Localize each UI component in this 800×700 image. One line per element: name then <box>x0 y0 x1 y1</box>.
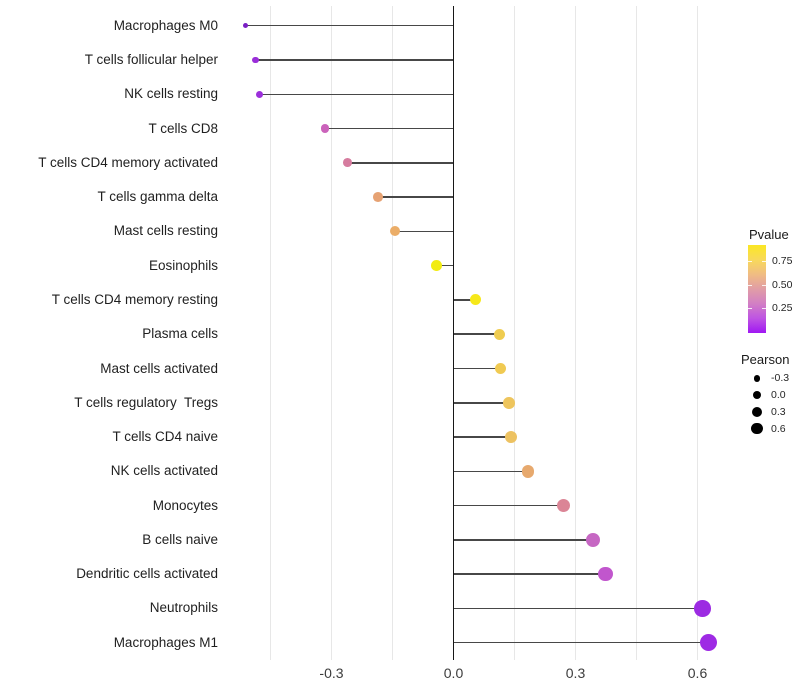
pvalue-legend-title: Pvalue <box>749 227 789 242</box>
stem-line <box>259 93 454 95</box>
lollipop-dot <box>470 294 482 306</box>
colorbar-tick-mark <box>762 308 766 309</box>
pvalue-colorbar <box>748 245 766 333</box>
lollipop-dot <box>242 23 248 29</box>
category-label: T cells CD8 <box>148 120 218 136</box>
stem-line <box>453 436 511 438</box>
lollipop-dot <box>373 192 384 202</box>
pearson-legend-label: 0.6 <box>771 422 786 435</box>
lollipop-dot <box>252 56 260 64</box>
x-tick-label: 0.3 <box>565 665 586 681</box>
category-label: T cells regulatory Tregs <box>74 394 218 410</box>
lollipop-dot <box>493 328 506 340</box>
colorbar-tick-label: 0.75 <box>772 255 793 268</box>
category-label: T cells CD4 naive <box>112 429 218 445</box>
category-label: T cells CD4 memory resting <box>51 291 218 307</box>
pearson-legend-label: 0.0 <box>771 389 786 402</box>
stem-line <box>324 127 454 130</box>
pearson-legend-dot <box>753 375 761 382</box>
stem-line <box>453 607 703 610</box>
pearson-legend-label: 0.3 <box>771 405 786 418</box>
x-tick-label: 0.6 <box>687 665 708 681</box>
stem-line <box>453 573 606 575</box>
stem-line <box>378 196 454 198</box>
colorbar-tick-label: 0.50 <box>772 278 793 291</box>
lollipop-dot <box>389 226 400 237</box>
lollipop-dot <box>343 158 353 168</box>
category-label: Mast cells activated <box>100 360 218 376</box>
pearson-legend-title: Pearson <box>741 352 790 367</box>
category-label: Eosinophils <box>148 257 218 273</box>
gridline <box>269 6 271 660</box>
stem-line <box>347 162 454 164</box>
lollipop-dot <box>320 124 330 133</box>
zero-axis-line <box>453 6 454 660</box>
stem-line <box>453 504 564 507</box>
stem-line <box>453 299 476 301</box>
colorbar-tick-mark <box>748 284 752 286</box>
category-label: Macrophages M0 <box>113 17 218 33</box>
lollipop-dot <box>431 260 443 272</box>
lollipop-dot <box>494 362 507 375</box>
category-label: NK cells activated <box>110 463 218 479</box>
category-label: B cells naive <box>142 531 218 547</box>
stem-line <box>453 539 594 541</box>
colorbar-tick-label: 0.25 <box>772 302 793 314</box>
gridline <box>636 6 637 660</box>
lollipop-dot <box>504 431 517 444</box>
colorbar-tick-mark <box>762 284 766 286</box>
category-label: T cells CD4 memory activated <box>38 154 218 170</box>
category-label: Dendritic cells activated <box>76 566 218 582</box>
colorbar-tick-mark <box>748 308 752 309</box>
lollipop-dot <box>521 465 535 478</box>
lollipop-dot <box>503 396 515 409</box>
pearson-legend-dot <box>751 423 763 435</box>
gridline <box>514 6 515 660</box>
x-tick-label: 0.0 <box>443 665 464 681</box>
lollipop-dot <box>694 600 712 617</box>
category-label: Macrophages M1 <box>113 634 218 650</box>
lollipop-dot <box>586 532 601 547</box>
pearson-legend-label: -0.3 <box>771 372 790 385</box>
category-label: Neutrophils <box>149 600 218 616</box>
x-tick-label: -0.3 <box>319 665 344 681</box>
gridline <box>391 6 393 660</box>
pearson-legend-dot <box>752 390 762 400</box>
lollipop-dot <box>598 566 613 582</box>
stem-line <box>453 367 501 370</box>
category-label: Mast cells resting <box>113 223 218 239</box>
pearson-legend-dot <box>752 406 762 417</box>
stem-line <box>453 333 500 335</box>
stem-line <box>453 641 709 644</box>
gridline <box>330 6 332 660</box>
gridline <box>697 6 698 660</box>
category-label: T cells follicular helper <box>84 51 218 67</box>
lollipop-dot <box>255 90 263 98</box>
colorbar-tick-mark <box>762 261 766 263</box>
category-label: Plasma cells <box>142 326 218 342</box>
category-label: T cells gamma delta <box>97 189 218 205</box>
lollipop-dot <box>700 634 718 652</box>
category-label: Monocytes <box>152 497 218 513</box>
gridline <box>575 6 576 660</box>
stem-line <box>255 59 454 61</box>
stem-line <box>394 230 454 233</box>
stem-line <box>453 402 510 404</box>
stem-line <box>453 470 528 473</box>
colorbar-tick-mark <box>748 261 752 263</box>
category-label: NK cells resting <box>124 86 218 102</box>
stem-line <box>245 24 454 27</box>
stem-line <box>436 264 454 267</box>
lollipop-dot <box>557 498 571 513</box>
